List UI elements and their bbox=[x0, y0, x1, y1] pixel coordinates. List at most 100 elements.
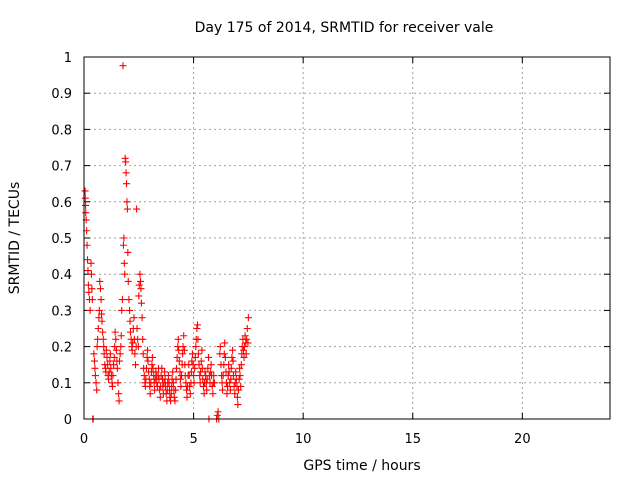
data-point-25 bbox=[93, 343, 101, 351]
data-point-229 bbox=[204, 364, 212, 372]
data-point-275 bbox=[232, 368, 240, 376]
data-point-214 bbox=[196, 372, 204, 380]
data-point-247 bbox=[216, 343, 224, 351]
data-point-53 bbox=[108, 382, 116, 390]
data-point-142 bbox=[156, 393, 164, 401]
data-point-238 bbox=[209, 390, 217, 398]
y-axis-label: SRMTID / TECUs bbox=[7, 182, 23, 295]
data-point-37 bbox=[100, 343, 108, 351]
x-tick-label-4: 20 bbox=[514, 432, 531, 447]
data-point-290 bbox=[240, 353, 248, 361]
y-tick-label-8: 0.8 bbox=[51, 123, 72, 138]
data-point-0 bbox=[81, 187, 89, 195]
data-point-243 bbox=[213, 411, 221, 419]
data-point-205 bbox=[191, 364, 199, 372]
data-point-58 bbox=[111, 328, 119, 336]
data-point-64 bbox=[115, 390, 123, 398]
data-point-240 bbox=[210, 372, 218, 380]
data-point-70 bbox=[118, 306, 126, 314]
data-point-27 bbox=[94, 325, 102, 332]
data-point-123 bbox=[146, 382, 154, 390]
data-point-262 bbox=[225, 361, 233, 369]
data-point-180 bbox=[177, 382, 185, 390]
data-point-218 bbox=[198, 346, 206, 354]
data-point-244 bbox=[214, 408, 222, 416]
data-point-29 bbox=[95, 306, 103, 314]
data-points bbox=[81, 62, 252, 423]
data-point-96 bbox=[131, 350, 139, 358]
data-point-268 bbox=[228, 353, 236, 361]
data-point-72 bbox=[119, 62, 127, 70]
data-point-209 bbox=[193, 325, 201, 332]
y-tick-label-9: 0.9 bbox=[51, 87, 72, 102]
data-point-15 bbox=[88, 285, 96, 293]
data-point-297 bbox=[244, 339, 252, 347]
data-point-206 bbox=[191, 353, 199, 361]
data-point-166 bbox=[169, 379, 177, 387]
data-point-207 bbox=[192, 343, 200, 351]
data-point-19 bbox=[90, 350, 98, 358]
data-point-34 bbox=[98, 317, 106, 325]
data-point-74 bbox=[120, 234, 128, 242]
data-point-21 bbox=[91, 364, 99, 372]
data-point-295 bbox=[243, 335, 251, 343]
x-tick-label-1: 5 bbox=[189, 432, 197, 447]
data-point-212 bbox=[194, 350, 202, 358]
data-point-69 bbox=[117, 332, 125, 340]
data-point-285 bbox=[237, 361, 245, 369]
data-point-289 bbox=[240, 346, 248, 354]
data-point-117 bbox=[142, 364, 150, 372]
data-point-108 bbox=[137, 299, 145, 307]
data-point-82 bbox=[123, 205, 131, 213]
data-point-263 bbox=[225, 368, 233, 376]
data-point-113 bbox=[140, 372, 148, 380]
data-point-91 bbox=[128, 346, 136, 354]
data-point-71 bbox=[118, 296, 126, 304]
data-point-50 bbox=[107, 364, 115, 372]
data-point-106 bbox=[137, 277, 145, 285]
data-point-104 bbox=[135, 281, 143, 289]
data-point-86 bbox=[126, 306, 134, 314]
data-point-163 bbox=[168, 382, 176, 390]
data-point-65 bbox=[115, 397, 123, 405]
data-point-109 bbox=[138, 314, 146, 322]
data-point-227 bbox=[203, 386, 211, 394]
y-tick-label-10: 1 bbox=[64, 51, 72, 66]
data-point-190 bbox=[183, 386, 191, 394]
data-point-12 bbox=[86, 306, 94, 314]
data-point-119 bbox=[144, 346, 152, 354]
data-point-10 bbox=[85, 288, 93, 296]
data-point-165 bbox=[169, 368, 177, 376]
data-point-32 bbox=[97, 296, 105, 304]
data-point-99 bbox=[133, 205, 141, 213]
data-point-2 bbox=[82, 201, 90, 209]
data-point-31 bbox=[96, 285, 104, 293]
data-point-168 bbox=[170, 393, 178, 401]
y-tick-label-2: 0.2 bbox=[51, 341, 72, 356]
data-point-210 bbox=[194, 321, 202, 329]
data-point-36 bbox=[99, 335, 107, 343]
data-point-213 bbox=[195, 361, 203, 369]
y-tick-label-1: 0.1 bbox=[51, 377, 72, 392]
data-point-269 bbox=[229, 346, 237, 354]
data-point-54 bbox=[109, 372, 117, 380]
data-point-124 bbox=[146, 390, 154, 398]
data-point-76 bbox=[121, 270, 129, 278]
data-point-172 bbox=[172, 364, 180, 372]
data-point-47 bbox=[105, 368, 113, 376]
data-point-183 bbox=[179, 350, 187, 358]
data-point-63 bbox=[114, 379, 122, 387]
data-point-270 bbox=[229, 357, 237, 365]
data-point-49 bbox=[106, 350, 114, 358]
data-point-151 bbox=[161, 375, 169, 383]
plot-frame bbox=[83, 56, 611, 420]
data-point-30 bbox=[96, 277, 104, 285]
data-point-78 bbox=[122, 158, 130, 166]
y-tick-label-0: 0 bbox=[64, 413, 72, 428]
data-point-122 bbox=[145, 375, 153, 383]
data-point-196 bbox=[186, 382, 194, 390]
data-point-222 bbox=[200, 390, 208, 398]
data-point-184 bbox=[179, 343, 187, 351]
data-point-88 bbox=[126, 328, 134, 336]
